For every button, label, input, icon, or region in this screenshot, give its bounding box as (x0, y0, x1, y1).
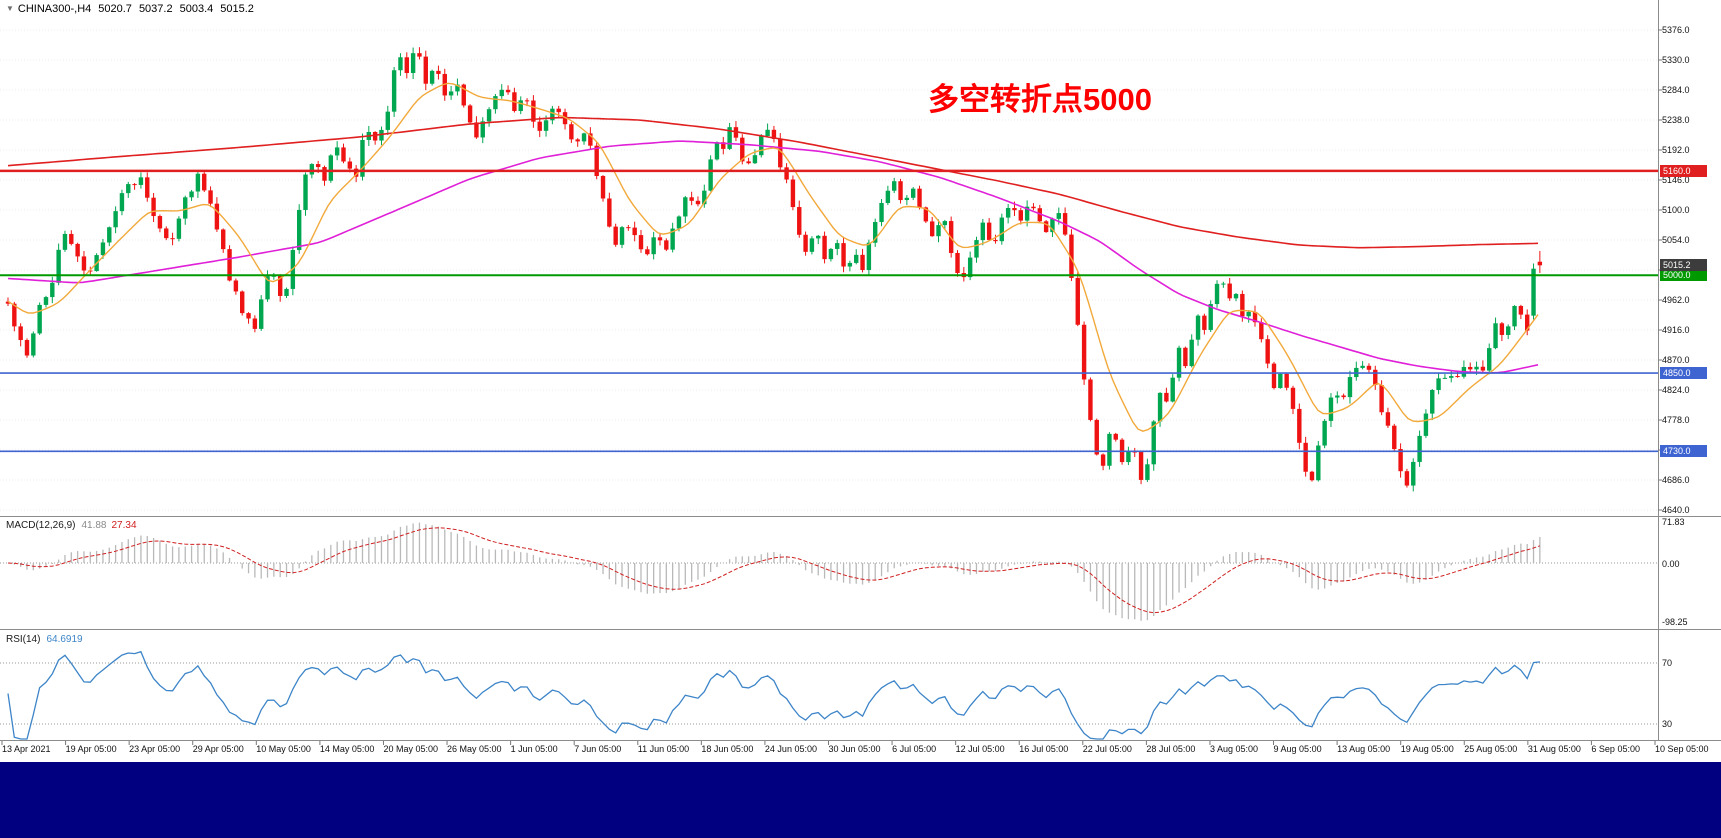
macd-signal-line (7, 527, 1541, 614)
chart-low-value: 5003.4 (179, 3, 214, 15)
chart-symbol-timeframe: CHINA300-,H4 (17, 3, 92, 15)
chart-canvas[interactable] (0, 0, 1721, 762)
macd-signal-value: 27.34 (111, 520, 137, 531)
grid-lines (0, 29, 1658, 511)
chart-text-annotation: 多空转折点5000 (928, 82, 1152, 117)
rsi-title: RSI(14) (6, 634, 41, 645)
chart-open-value: 5020.7 (98, 3, 132, 15)
chart-collapse-icon[interactable]: ▼ (6, 4, 14, 13)
chart-header: ▼ CHINA300-,H4 5020.7 5037.2 5003.4 5015.2 (6, 3, 254, 15)
ma-mid-magenta (7, 140, 1539, 374)
candles[interactable] (5, 47, 1543, 492)
macd-title: MACD(12,26,9) (6, 520, 76, 531)
chart-close-value: 5015.2 (220, 3, 254, 15)
ma-slow-red (7, 116, 1539, 249)
macd-main-value: 41.88 (81, 520, 107, 531)
panel-chrome (0, 0, 1721, 745)
macd-plot (0, 522, 1658, 621)
horizontal-levels[interactable] (0, 169, 1658, 453)
bottom-bar (0, 762, 1721, 838)
chart-high-value: 5037.2 (138, 3, 173, 15)
rsi-indicator-label: RSI(14) 64.6919 (6, 634, 83, 645)
macd-indicator-label: MACD(12,26,9) 41.88 27.34 (6, 520, 137, 531)
rsi-value: 64.6919 (46, 634, 83, 645)
rsi-plot (0, 650, 1658, 740)
rsi-line (7, 650, 1540, 740)
